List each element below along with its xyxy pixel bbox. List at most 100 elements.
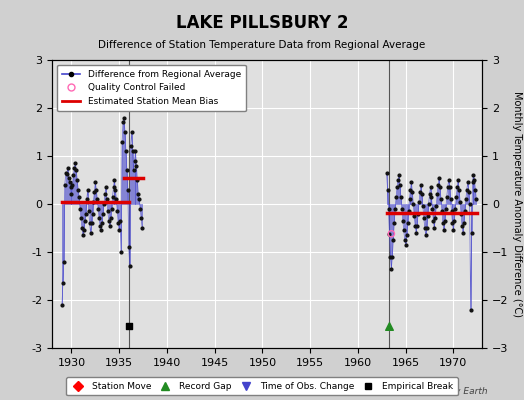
Point: [433, 191, 441, 198]
Point: [444, 177, 453, 183]
Point: [91, 179, 100, 186]
Point: [383, 170, 391, 176]
Point: [406, 196, 414, 202]
Point: [104, 208, 112, 214]
Point: [80, 227, 88, 234]
Point: [445, 184, 454, 190]
Point: [90, 189, 99, 195]
Point: [134, 191, 143, 198]
Point: [399, 218, 407, 224]
Point: [97, 227, 105, 234]
Point: [400, 237, 409, 243]
Point: [388, 254, 397, 260]
Point: [455, 186, 463, 193]
Point: [427, 184, 435, 190]
Point: [69, 172, 78, 178]
Point: [76, 206, 84, 212]
Point: [405, 208, 413, 214]
Text: Berkeley Earth: Berkeley Earth: [421, 387, 487, 396]
Point: [406, 186, 414, 193]
Point: [470, 177, 478, 183]
Point: [395, 172, 403, 178]
Point: [112, 196, 121, 202]
Point: [449, 227, 457, 234]
Point: [412, 230, 420, 236]
Point: [443, 194, 451, 200]
Point: [110, 177, 118, 183]
Point: [79, 232, 87, 238]
Point: [466, 306, 475, 313]
Point: [427, 194, 435, 200]
Point: [60, 258, 68, 265]
Point: [78, 225, 86, 231]
Point: [118, 138, 126, 145]
Point: [421, 225, 429, 231]
Point: [472, 196, 481, 202]
Point: [113, 208, 122, 214]
Point: [432, 203, 441, 210]
Point: [438, 208, 446, 214]
Point: [387, 266, 396, 272]
Point: [424, 201, 433, 207]
Point: [419, 203, 427, 210]
Point: [100, 201, 108, 207]
Legend: Difference from Regional Average, Quality Control Failed, Estimated Station Mean: Difference from Regional Average, Qualit…: [57, 64, 246, 111]
Point: [402, 232, 411, 238]
Point: [89, 198, 97, 205]
Point: [418, 191, 426, 198]
Point: [71, 160, 80, 166]
Point: [391, 206, 399, 212]
Text: Difference of Station Temperature Data from Regional Average: Difference of Station Temperature Data f…: [99, 40, 425, 50]
Point: [393, 184, 401, 190]
Point: [61, 182, 69, 188]
Point: [137, 215, 145, 222]
Point: [63, 165, 72, 171]
Point: [463, 186, 471, 193]
Point: [453, 184, 462, 190]
Point: [403, 220, 412, 226]
Point: [68, 182, 77, 188]
Point: [74, 186, 82, 193]
Point: [93, 196, 102, 202]
Point: [66, 179, 74, 186]
Point: [132, 162, 140, 169]
Point: [125, 323, 133, 330]
Point: [467, 230, 476, 236]
Point: [449, 220, 457, 226]
Point: [105, 222, 114, 229]
Point: [116, 218, 124, 224]
Point: [135, 196, 144, 202]
Point: [385, 230, 394, 237]
Point: [454, 177, 462, 183]
Point: [471, 186, 479, 193]
Point: [440, 227, 448, 234]
Point: [416, 189, 424, 195]
Point: [117, 249, 125, 255]
Point: [136, 206, 145, 212]
Point: [85, 220, 94, 226]
Point: [81, 218, 89, 224]
Point: [456, 198, 464, 205]
Point: [400, 227, 408, 234]
Point: [422, 225, 431, 231]
Point: [452, 194, 461, 200]
Point: [461, 208, 469, 214]
Point: [420, 215, 428, 222]
Point: [102, 184, 110, 190]
Point: [387, 230, 396, 237]
Point: [390, 220, 398, 226]
Point: [436, 184, 444, 190]
Point: [122, 148, 130, 154]
Point: [58, 302, 66, 308]
Point: [110, 184, 118, 190]
Point: [442, 206, 450, 212]
Point: [428, 206, 436, 212]
Point: [409, 201, 418, 207]
Point: [59, 280, 67, 286]
Point: [82, 210, 90, 217]
Point: [397, 194, 405, 200]
Point: [73, 177, 81, 183]
Point: [464, 179, 472, 186]
Point: [132, 148, 140, 154]
Point: [429, 218, 438, 224]
